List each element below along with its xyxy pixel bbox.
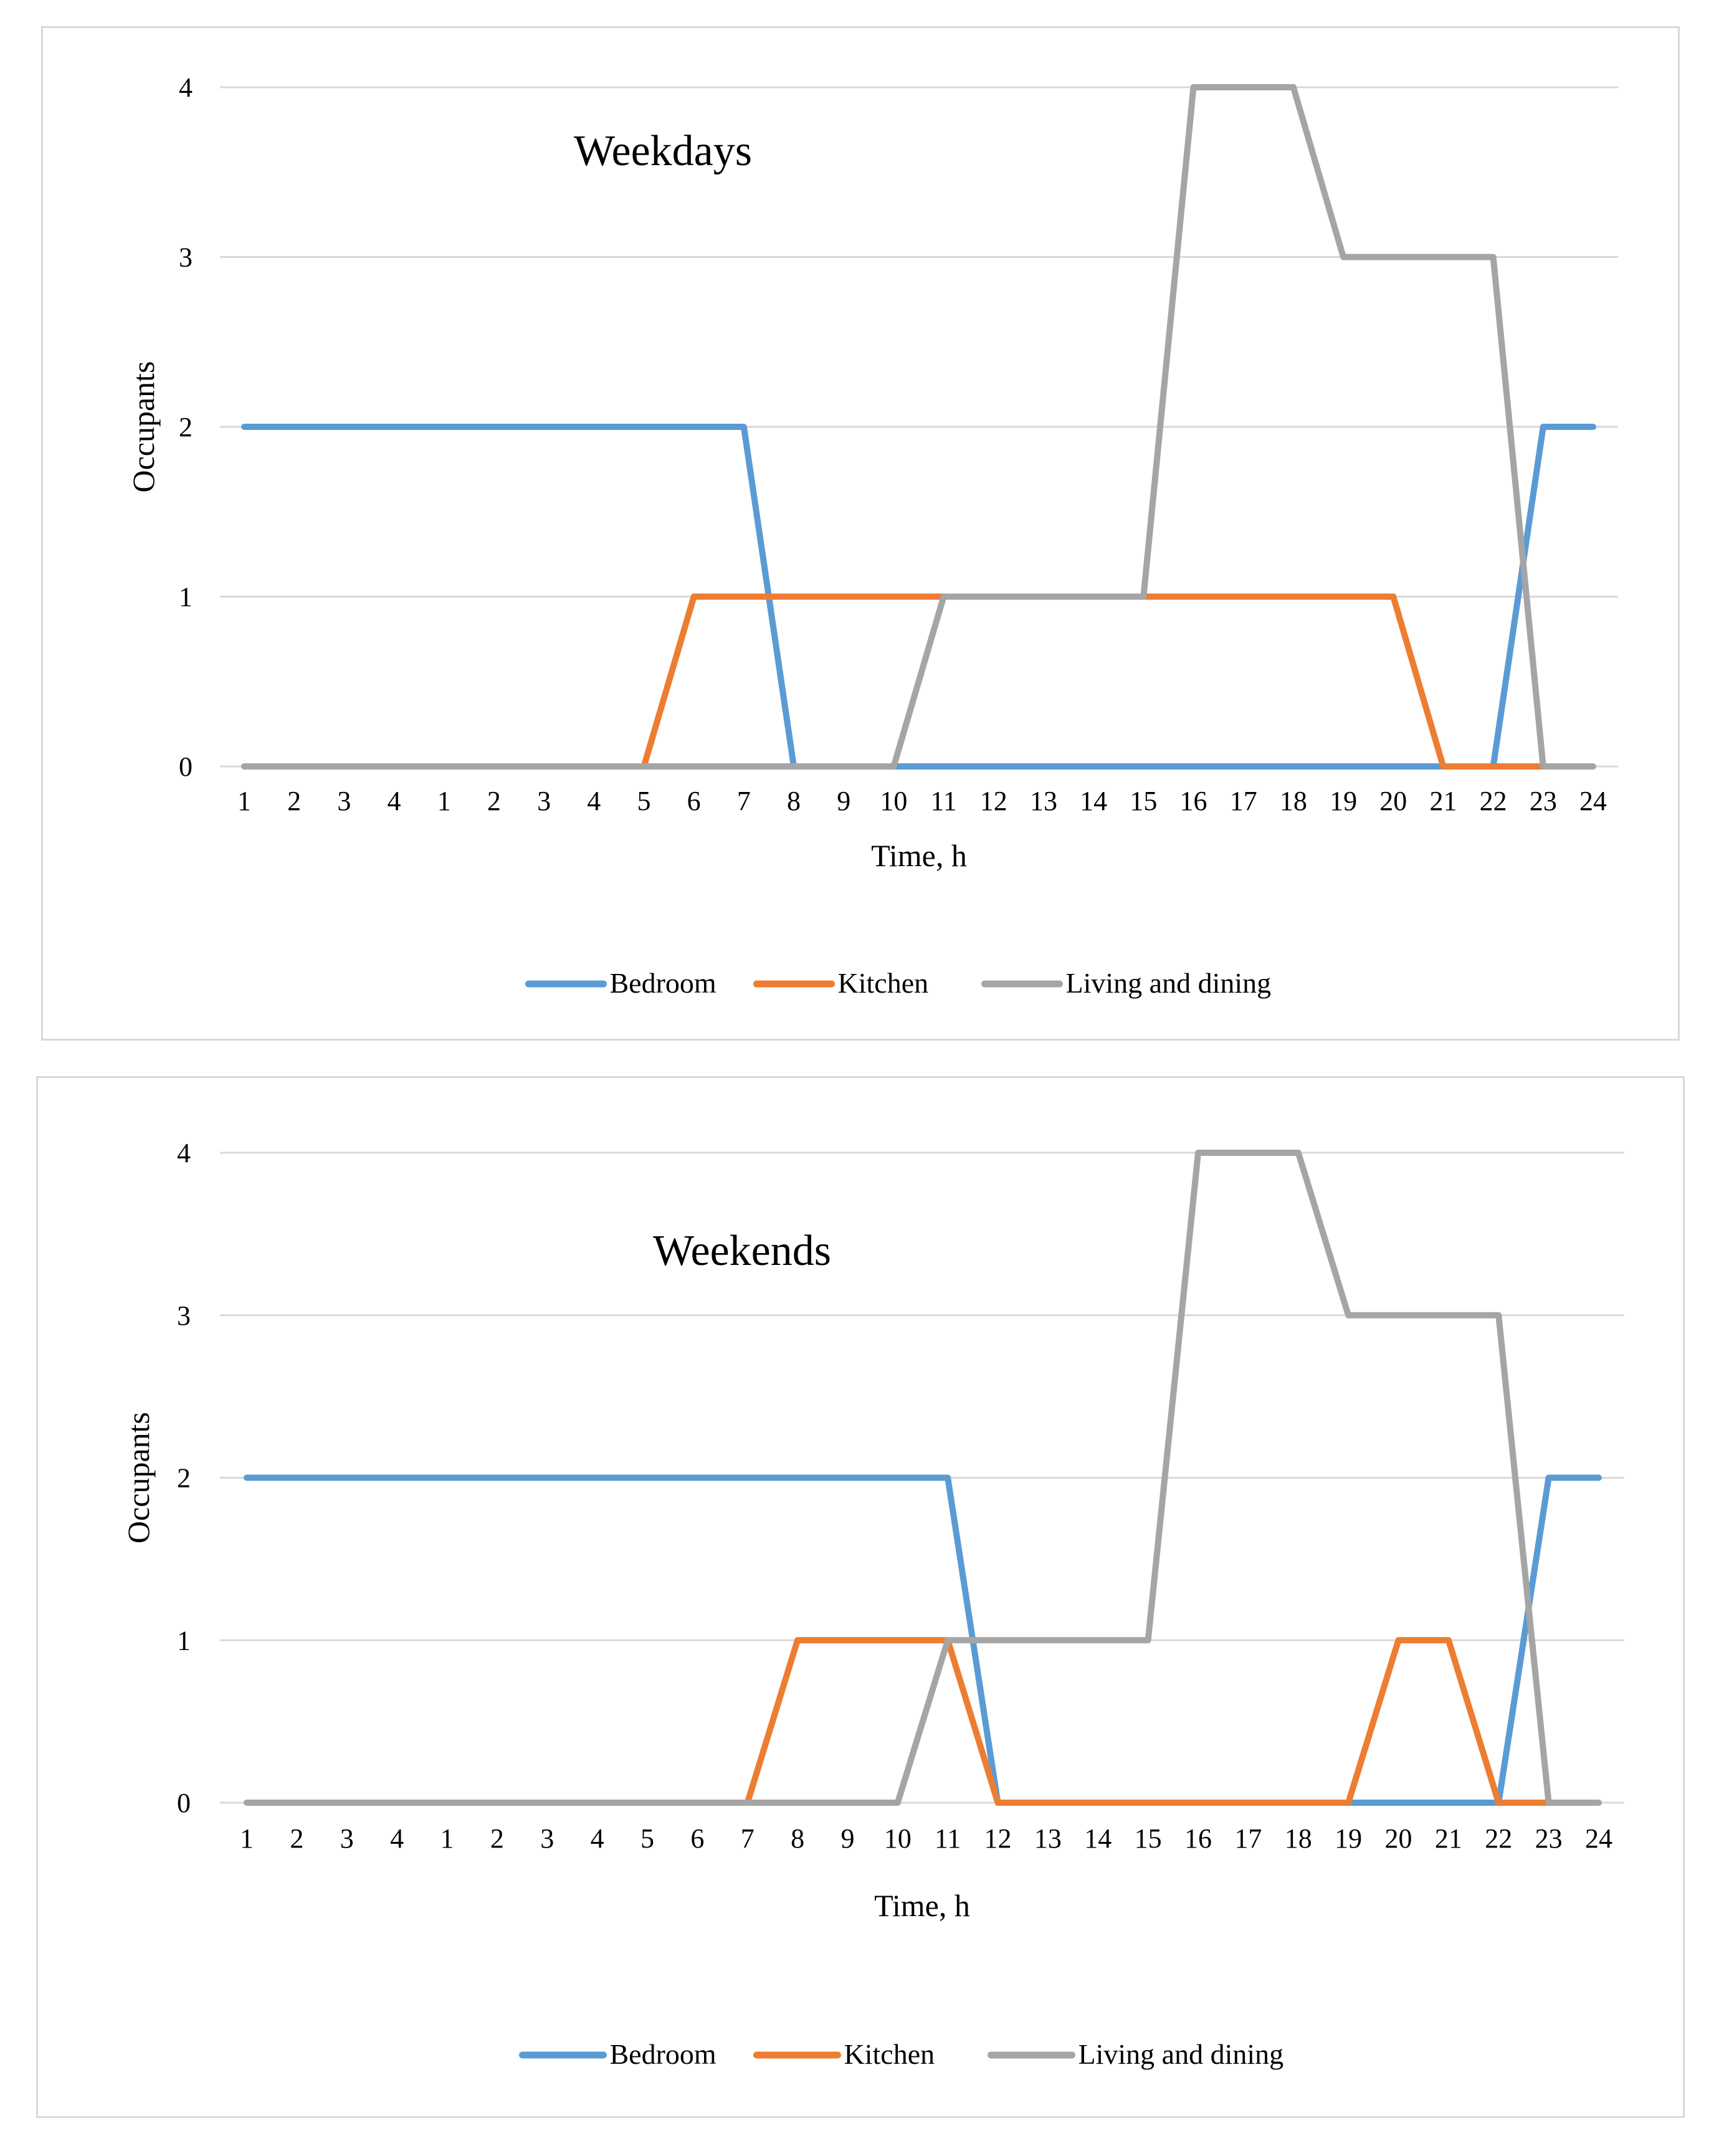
- weekdays-x-tick-label: 7: [737, 786, 751, 816]
- weekends-x-tick-label: 10: [884, 1823, 912, 1854]
- weekdays-x-tick-label: 2: [487, 786, 501, 816]
- weekdays-y-tick-label: 3: [179, 242, 193, 273]
- weekends-y-axis-label: Occupants: [121, 1412, 156, 1543]
- weekends-legend-label-living-and-dining: Living and dining: [1078, 2038, 1284, 2070]
- weekends-x-tick-label: 19: [1335, 1823, 1362, 1854]
- weekends-x-tick-label: 24: [1585, 1823, 1612, 1854]
- weekends-x-tick-label: 23: [1535, 1823, 1563, 1854]
- weekends-x-tick-label: 5: [640, 1823, 654, 1854]
- weekdays-x-tick-label: 3: [537, 786, 551, 816]
- weekends-x-axis-label: Time, h: [874, 1888, 970, 1923]
- weekends-x-tick-label: 16: [1184, 1823, 1212, 1854]
- weekdays-x-tick-label: 23: [1530, 786, 1557, 816]
- weekends-x-tick-label: 13: [1034, 1823, 1062, 1854]
- weekdays-legend-label-living-and-dining: Living and dining: [1066, 967, 1272, 999]
- weekdays-x-tick-label: 4: [388, 786, 401, 816]
- weekdays-x-tick-label: 16: [1180, 786, 1207, 816]
- weekdays-y-tick-label: 2: [179, 412, 193, 442]
- weekends-chart-title: Weekends: [653, 1227, 831, 1275]
- weekends-x-tick-label: 11: [935, 1823, 961, 1854]
- weekends-x-tick-label: 1: [440, 1823, 454, 1854]
- weekdays-series-living-and-dining-line: [241, 84, 1596, 770]
- weekdays-x-tick-label: 9: [837, 786, 850, 816]
- weekdays-x-tick-label: 2: [287, 786, 301, 816]
- weekdays-x-tick-label: 17: [1230, 786, 1257, 816]
- weekends-x-tick-label: 21: [1435, 1823, 1462, 1854]
- weekdays-x-tick-label: 14: [1080, 786, 1107, 816]
- weekends-y-tick-label: 1: [177, 1625, 191, 1656]
- weekends-chart-panel: 0 1 2 3 4 1 2 3 4 1 2 3 4 5 6 7 8 9 10 11 12 13 14 15 16 17 18 19 20…: [36, 1076, 1685, 2118]
- weekdays-x-tick-label: 6: [687, 786, 701, 816]
- weekends-legend-label-kitchen: Kitchen: [844, 2038, 935, 2070]
- weekdays-series-bedroom-line: [241, 424, 1596, 770]
- weekends-series-bedroom-line: [244, 1474, 1602, 1806]
- weekends-x-tick-label: 18: [1285, 1823, 1312, 1854]
- weekdays-x-tick-label: 3: [337, 786, 351, 816]
- weekdays-legend-label-bedroom: Bedroom: [610, 967, 717, 999]
- weekdays-x-tick-label: 15: [1130, 786, 1157, 816]
- weekends-x-tick-label: 3: [340, 1823, 354, 1854]
- weekends-x-tick-label: 14: [1084, 1823, 1112, 1854]
- weekdays-x-tick-label: 10: [880, 786, 907, 816]
- weekdays-x-tick-label: 5: [637, 786, 650, 816]
- weekends-x-tick-label: 1: [240, 1823, 254, 1854]
- weekends-x-tick-label: 17: [1234, 1823, 1262, 1854]
- weekends-x-tick-label: 6: [690, 1823, 704, 1854]
- weekends-x-tick-label: 20: [1385, 1823, 1412, 1854]
- weekdays-x-tick-label: 22: [1480, 786, 1507, 816]
- weekends-x-tick-label: 8: [791, 1823, 804, 1854]
- weekends-y-tick-label: 4: [177, 1138, 191, 1168]
- weekdays-x-tick-label: 4: [587, 786, 601, 816]
- weekends-x-tick-label: 9: [840, 1823, 854, 1854]
- weekdays-x-tick-label: 19: [1330, 786, 1357, 816]
- weekends-x-tick-label: 12: [984, 1823, 1012, 1854]
- weekdays-x-tick-label: 1: [437, 786, 451, 816]
- weekdays-x-tick-label: 13: [1030, 786, 1057, 816]
- weekdays-chart-title: Weekdays: [574, 127, 752, 175]
- weekends-x-tick-label: 2: [490, 1823, 504, 1854]
- weekdays-legend-label-kitchen: Kitchen: [838, 967, 929, 999]
- weekdays-x-tick-label: 21: [1429, 786, 1457, 816]
- weekdays-x-tick-label: 12: [980, 786, 1007, 816]
- weekdays-x-tick-label: 18: [1280, 786, 1307, 816]
- weekends-x-tick-label: 15: [1135, 1823, 1162, 1854]
- weekends-y-tick-label: 0: [177, 1788, 191, 1818]
- weekends-x-tick-label: 4: [390, 1823, 404, 1854]
- weekdays-x-tick-label: 24: [1579, 786, 1607, 816]
- weekends-series-living-and-dining-line: [244, 1150, 1602, 1806]
- weekends-x-tick-label: 2: [290, 1823, 303, 1854]
- weekdays-y-tick-label: 0: [179, 751, 193, 782]
- weekdays-y-axis-label: Occupants: [126, 361, 161, 492]
- weekends-x-tick-label: 7: [741, 1823, 755, 1854]
- weekdays-y-tick-label: 4: [179, 72, 193, 103]
- weekdays-x-tick-label: 1: [237, 786, 251, 816]
- weekends-x-tick-label: 22: [1485, 1823, 1512, 1854]
- weekends-y-tick-label: 2: [177, 1463, 191, 1494]
- weekdays-x-axis-label: Time, h: [871, 838, 967, 873]
- weekends-x-tick-label: 4: [591, 1823, 604, 1854]
- weekdays-x-tick-label: 20: [1379, 786, 1407, 816]
- weekends-x-tick-label: 3: [540, 1823, 554, 1854]
- weekdays-y-tick-label: 1: [179, 582, 193, 613]
- weekdays-x-tick-label: 11: [930, 786, 956, 816]
- weekdays-x-tick-label: 8: [787, 786, 801, 816]
- weekdays-chart-panel: 0 1 2 3 4 1 2 3 4 1 2 3 4 5 6 7 8 9 10 11 12 13 14 15 16 17 18 19 20…: [41, 26, 1680, 1041]
- weekends-legend-label-bedroom: Bedroom: [610, 2038, 717, 2070]
- weekends-y-tick-label: 3: [177, 1300, 191, 1331]
